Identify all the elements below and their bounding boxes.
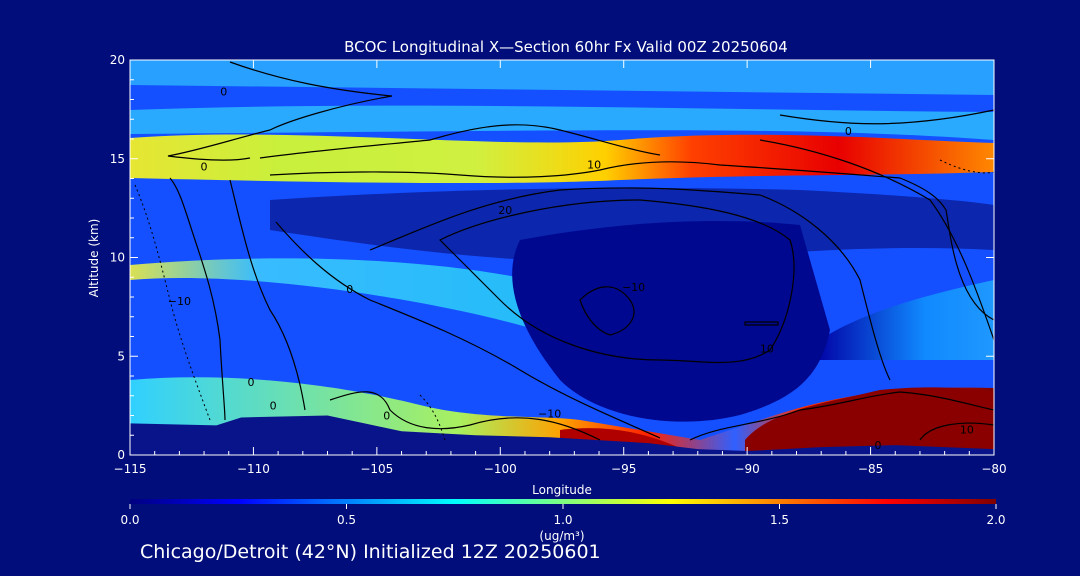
contour-label: 0 — [270, 400, 277, 413]
colorbar-tick-label: 1.5 — [770, 513, 789, 527]
colorbar-unit-label: (ug/m³) — [539, 529, 584, 543]
x-tick-label: −80 — [981, 462, 1006, 476]
x-tick-label: −110 — [237, 462, 270, 476]
contour-line — [779, 109, 994, 125]
contour-label: 0 — [346, 283, 353, 296]
x-axis-label: Longitude — [532, 483, 592, 497]
y-tick-label: 15 — [110, 152, 125, 166]
y-tick-label: 5 — [117, 349, 125, 363]
colorbar-tick-label: 1.0 — [553, 513, 572, 527]
y-tick-label: 20 — [110, 53, 125, 67]
contour-line — [759, 139, 994, 341]
colorbar — [130, 499, 996, 504]
contour-line — [259, 124, 661, 159]
x-tick-label: −95 — [611, 462, 636, 476]
x-tick-label: −105 — [360, 462, 393, 476]
contour-line — [329, 391, 601, 441]
contour-line — [134, 184, 211, 421]
contour-line — [579, 286, 635, 336]
contour-label: 10 — [760, 342, 774, 355]
central-low-region — [512, 220, 830, 422]
contour-label: 0 — [845, 125, 852, 138]
y-tick-label: 10 — [110, 251, 125, 265]
x-tick-label: −85 — [858, 462, 883, 476]
contour-label: 0 — [874, 439, 881, 452]
contour-line — [419, 394, 446, 441]
contour-line — [169, 177, 226, 421]
contour-line — [919, 422, 994, 441]
stratospheric-band-halo — [130, 105, 994, 140]
contour-lines — [167, 61, 994, 441]
x-axis: −115 −110 −105 −100 −95 −90 −85 −80 — [114, 60, 1007, 476]
y-axis: 0 5 10 15 20 — [110, 53, 994, 462]
colorbar-ticks: 0.0 0.5 1.0 1.5 2.0 — [120, 504, 1006, 527]
contour-label: 0 — [247, 376, 254, 389]
contour-line — [939, 159, 994, 174]
subtitle: Chicago/Detroit (42°N) Initialized 12Z 2… — [140, 541, 601, 563]
upper-sky-band — [130, 60, 994, 95]
contour-line — [167, 61, 393, 161]
contour-line — [438, 199, 795, 364]
contour-label: 20 — [498, 204, 512, 217]
contour-label: 10 — [587, 159, 601, 172]
contour-labels: 0 0 0 10 20 −10 10 −10 0 0 0 0 −10 0 10 — [168, 86, 974, 453]
colorbar-tick-label: 0.5 — [337, 513, 356, 527]
x-tick-label: −115 — [114, 462, 147, 476]
y-tick-label: 0 — [117, 448, 125, 462]
x-tick-label: −100 — [484, 462, 517, 476]
contour-line — [689, 391, 994, 441]
contour-label: −10 — [168, 295, 191, 308]
contour-label: −10 — [538, 408, 561, 421]
contour-label: 0 — [383, 410, 390, 423]
contour-label: 10 — [960, 423, 974, 436]
contour-lines-dotted — [134, 159, 994, 441]
colorbar-tick-label: 0.0 — [120, 513, 139, 527]
chart-title: BCOC Longitudinal X—Section 60hr Fx Vali… — [344, 38, 788, 56]
colorbar-tick-label: 2.0 — [986, 513, 1005, 527]
x-tick-label: −90 — [734, 462, 759, 476]
terrain — [130, 415, 994, 455]
contour-label: −10 — [622, 281, 645, 294]
contour-line — [369, 187, 891, 381]
plot-area: 0 0 0 10 20 −10 10 −10 0 0 0 0 −10 0 10 — [130, 60, 994, 455]
contour-label: 0 — [201, 161, 208, 174]
contour-line — [275, 221, 661, 439]
contour-label: 0 — [220, 86, 227, 99]
contour-line — [229, 179, 306, 411]
contour-line — [744, 321, 779, 326]
stratospheric-band — [130, 134, 994, 184]
high-concentration-core — [745, 387, 994, 455]
y-axis-label: Altitude (km) — [87, 219, 101, 298]
contour-line — [269, 161, 994, 321]
